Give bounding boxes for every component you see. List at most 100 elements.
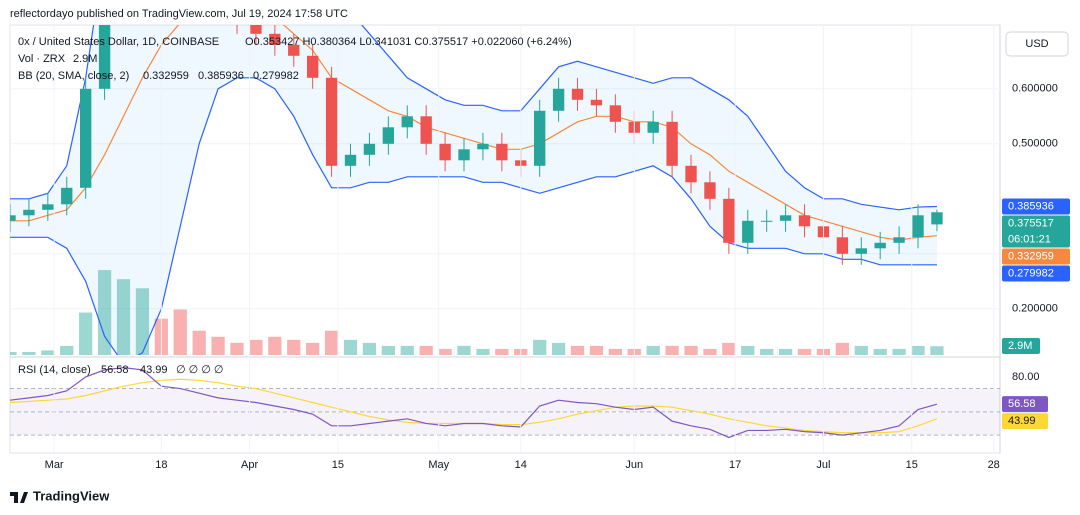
candle-body: [855, 248, 867, 254]
x-tick-label: Apr: [241, 459, 258, 471]
tv-logo: [10, 492, 28, 503]
candle-body: [893, 237, 905, 243]
volume-tag: [1002, 338, 1040, 354]
volume-bar: [173, 309, 187, 355]
candle-body: [42, 204, 54, 210]
candle-body: [439, 143, 451, 161]
rsi-tag-label: 56.58: [1008, 398, 1036, 410]
volume-bar: [79, 312, 93, 355]
candle-body: [571, 88, 584, 100]
volume-bar: [873, 348, 887, 355]
rsi-line: [10, 366, 938, 439]
price-tag-label: 0.375517: [1008, 217, 1054, 229]
candle-body: [666, 121, 678, 166]
candle-body: [79, 88, 92, 188]
bb-upper-value: 0.385936: [198, 70, 244, 82]
volume-bar: [854, 345, 868, 355]
volume-bar: [457, 345, 471, 355]
price-tag: [1002, 215, 1070, 248]
volume-legend-value: 2.9M: [73, 53, 97, 65]
candle-body: [344, 154, 357, 166]
volume-bar: [778, 348, 793, 355]
volume-bar: [608, 348, 622, 355]
volume-bar: [722, 342, 736, 355]
candle-body: [382, 127, 395, 144]
symbol-title: 0x / United States Dollar, 1D, COINBASE: [18, 36, 219, 48]
ohlc-values: O0.353427 H0.380364 L0.341031 C0.375517 …: [245, 36, 572, 48]
rsi-legend-value: 56.58: [101, 364, 129, 376]
volume-bar: [362, 342, 377, 355]
x-tick-label: 17: [729, 459, 741, 471]
candle-body: [704, 182, 716, 199]
price-tag-label: 0.332959: [1008, 250, 1054, 262]
volume-bar: [703, 348, 717, 355]
x-tick-label: Jun: [625, 459, 643, 471]
volume-bar: [476, 348, 490, 355]
candle-body: [477, 143, 489, 150]
volume-bar: [570, 345, 585, 355]
volume-bar: [797, 348, 812, 355]
published-line: reflectordayo published on TradingView.c…: [10, 8, 348, 20]
volume-bar: [551, 342, 566, 355]
volume-bar: [930, 346, 944, 355]
rsi-ma-tag-label: 43.99: [1008, 415, 1036, 427]
candle-body: [647, 121, 659, 133]
candle-body: [590, 99, 603, 106]
candle-body: [363, 143, 376, 155]
candle-body: [458, 149, 470, 161]
x-tick-label: Mar: [45, 459, 64, 471]
candle-body: [723, 198, 735, 243]
candle-body: [912, 215, 924, 238]
candle-body: [496, 143, 508, 161]
candle-body: [269, 33, 281, 45]
bb-basis-line: [10, 25, 937, 241]
bb-lower-line: [10, 77, 937, 355]
volume-bar: [230, 342, 244, 355]
candle-body: [761, 220, 773, 222]
volume-bar: [10, 351, 17, 355]
volume-bar: [324, 330, 339, 355]
rsi-tick-label: 80.00: [1012, 371, 1040, 383]
y-tick-label: 0.500000: [1012, 138, 1058, 150]
candle-body: [874, 242, 886, 249]
x-tick-label: 14: [515, 459, 527, 471]
rsi-ma-legend-value: 43.99: [140, 364, 168, 376]
currency-button[interactable]: [1005, 31, 1069, 57]
rsi-extra: ∅ ∅ ∅ ∅: [176, 364, 224, 376]
currency[interactable]: USD: [1025, 38, 1048, 50]
y-tick-label: 0.600000: [1012, 83, 1058, 95]
candle-body: [325, 77, 338, 166]
bb-basis-value: 0.332959: [143, 70, 189, 82]
bb-lower-value: 0.279982: [253, 70, 299, 82]
volume-bar: [22, 351, 36, 355]
rsi-legend: RSI (14, close): [18, 364, 91, 376]
price-pane: [10, 25, 1000, 355]
candle-body: [836, 237, 849, 254]
x-tick-label: 15: [332, 459, 344, 471]
rsi-pane: [10, 366, 1000, 439]
candle-body: [742, 220, 754, 243]
volume-bar: [135, 288, 150, 355]
x-tick-label: 28: [988, 459, 1000, 471]
candle-body: [552, 88, 565, 111]
volume-tag-label: 2.9M: [1008, 340, 1032, 352]
x-tick-label: Jul: [816, 459, 830, 471]
rsi-tag: [1002, 396, 1048, 413]
volume-bar: [287, 339, 301, 355]
x-tick-label: May: [428, 459, 449, 471]
candle-body: [609, 105, 622, 122]
candle-body: [685, 165, 697, 183]
price-tag: [1002, 198, 1070, 215]
candle-body: [931, 212, 943, 225]
candle-body: [61, 187, 73, 205]
candle-body: [401, 116, 413, 128]
volume-bar: [249, 339, 263, 355]
volume-bar: [419, 345, 433, 355]
volume-bar: [41, 350, 55, 355]
volume-bar: [835, 342, 849, 355]
candle-body: [779, 215, 792, 221]
volume-bar: [533, 339, 547, 355]
